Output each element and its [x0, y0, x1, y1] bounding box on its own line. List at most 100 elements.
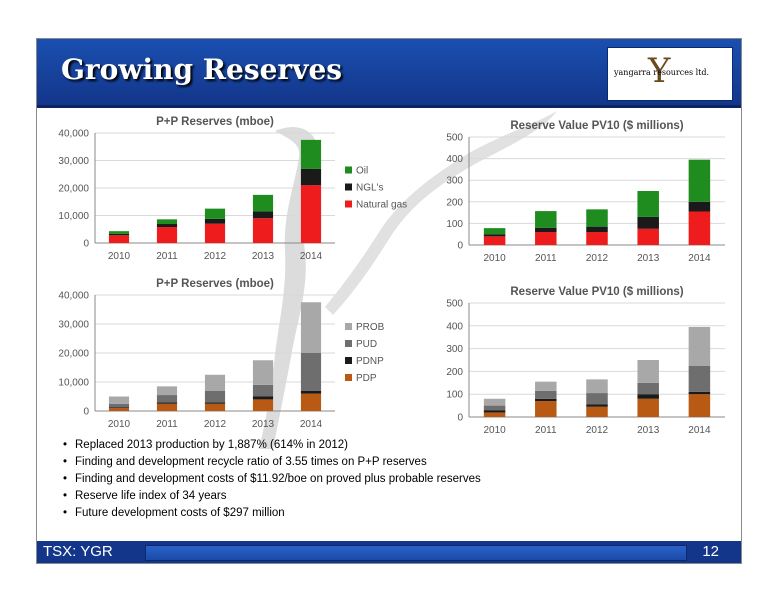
legend-swatch: [345, 183, 352, 191]
bar-segment: [108, 408, 130, 411]
bar-segment: [535, 227, 557, 233]
bar-segment: [156, 402, 178, 404]
x-tick-label: 2012: [204, 419, 227, 430]
y-tick-label: 10,000: [58, 378, 89, 389]
bar-segment: [688, 211, 711, 245]
legend-swatch: [345, 374, 352, 381]
footer-bar: TSX: YGR 12: [37, 541, 741, 563]
chart-pp-reserves-product: P+P Reserves (mboe) 0 10,000 20,000 30,000 40…: [37, 111, 407, 271]
header-divider: [37, 105, 741, 108]
x-tick-label: 2013: [252, 419, 275, 430]
y-tick-label: 40,000: [58, 129, 89, 140]
chart-svg: P+P Reserves (mboe) 0 10,000 20,000 30,000 40…: [58, 278, 385, 430]
bar-segment: [586, 393, 608, 405]
y-tick-label: 100: [446, 219, 463, 230]
bar-segment: [156, 403, 178, 411]
legend-swatch: [345, 323, 352, 330]
bar-segment: [252, 194, 274, 212]
y-tick-label: 400: [446, 154, 463, 165]
x-tick-label: 2011: [535, 425, 557, 436]
page-number: 12: [702, 543, 719, 560]
y-tick-label: 300: [446, 344, 463, 355]
y-tick-label: 20,000: [58, 184, 89, 195]
x-tick-label: 2014: [688, 425, 711, 436]
bar-segment: [108, 403, 130, 408]
x-tick-label: 2013: [637, 425, 660, 436]
legend-swatch: [345, 166, 352, 174]
bar-segment: [252, 218, 274, 243]
bar-segment: [637, 228, 659, 245]
y-tick-label: 30,000: [58, 320, 89, 331]
bar-segment: [483, 228, 506, 235]
bar-segment: [300, 185, 322, 243]
bar-segment: [204, 223, 226, 243]
bar-segment: [252, 211, 274, 219]
bar-segment: [204, 390, 226, 403]
legend-label: Oil: [356, 166, 368, 177]
y-tick-label: 10,000: [58, 211, 89, 222]
bar-segment: [300, 168, 322, 186]
bar-segment: [535, 398, 557, 402]
bar-segment: [204, 208, 226, 219]
bar-segment: [483, 398, 506, 406]
x-tick-label: 2012: [586, 425, 609, 436]
bar-segment: [535, 401, 557, 417]
bullet-item: Finding and development costs of $11.92/…: [63, 471, 481, 488]
y-tick-label: 400: [446, 321, 463, 332]
bullet-item: Finding and development recycle ratio of…: [63, 454, 481, 471]
y-tick-label: 0: [457, 413, 463, 424]
chart-title: P+P Reserves (mboe): [156, 278, 274, 290]
bar-segment: [108, 396, 130, 404]
y-tick-label: 0: [457, 241, 463, 252]
bar-segment: [156, 395, 178, 403]
bar-segment: [204, 403, 226, 411]
chart-pp-reserves-category: P+P Reserves (mboe) 0 10,000 20,000 30,000 40…: [37, 275, 397, 435]
legend-swatch: [345, 357, 352, 364]
y-tick-label: 40,000: [58, 291, 89, 302]
y-tick-label: 200: [446, 197, 463, 208]
chart-title: Reserve Value PV10 ($ millions): [510, 286, 683, 298]
x-tick-label: 2010: [483, 253, 506, 264]
y-tick-label: 20,000: [58, 349, 89, 360]
legend-label: NGL's: [356, 183, 383, 194]
y-tick-label: 500: [446, 133, 463, 144]
x-tick-label: 2011: [535, 253, 557, 264]
x-tick-label: 2010: [108, 251, 131, 262]
legend-swatch: [345, 200, 352, 208]
bar-segment: [688, 391, 711, 395]
bar-segment: [637, 191, 659, 217]
chart-title: P+P Reserves (mboe): [156, 116, 274, 128]
bar-segment: [688, 201, 711, 212]
bar-segment: [483, 234, 506, 237]
legend-label: Natural gas: [356, 200, 407, 211]
bar-segment: [688, 326, 711, 366]
bar-segment: [586, 379, 608, 394]
bar-segment: [586, 406, 608, 417]
chart-svg: Reserve Value PV10 ($ millions) 0 100 200 30…: [446, 286, 725, 436]
x-tick-label: 2012: [204, 251, 227, 262]
bar-segment: [637, 216, 659, 229]
chart-pv10-product: Reserve Value PV10 ($ millions) 0 100 200 30…: [407, 111, 741, 271]
x-tick-label: 2012: [586, 253, 609, 264]
x-tick-label: 2014: [300, 251, 323, 262]
y-tick-label: 200: [446, 367, 463, 378]
bar-segment: [252, 396, 274, 400]
chart-svg: P+P Reserves (mboe) 0 10,000 20,000 30,000 40…: [58, 116, 407, 262]
bar-segment: [535, 232, 557, 245]
bar-segment: [300, 393, 322, 411]
legend-label: PUD: [356, 339, 377, 350]
legend-label: PDP: [356, 373, 377, 384]
company-logo: Y yangarra resources ltd.: [607, 47, 733, 101]
x-tick-label: 2013: [252, 251, 275, 262]
bar-segment: [535, 381, 557, 391]
y-tick-label: 500: [446, 299, 463, 310]
y-tick-label: 0: [83, 239, 89, 250]
x-tick-label: 2014: [300, 419, 323, 430]
bar-segment: [252, 384, 274, 397]
legend-label: PROB: [356, 322, 385, 333]
x-tick-label: 2014: [688, 253, 711, 264]
bar-segment: [252, 360, 274, 385]
bullet-item: Future development costs of $297 million: [63, 505, 481, 522]
bar-segment: [300, 139, 322, 169]
bar-segment: [108, 233, 130, 236]
